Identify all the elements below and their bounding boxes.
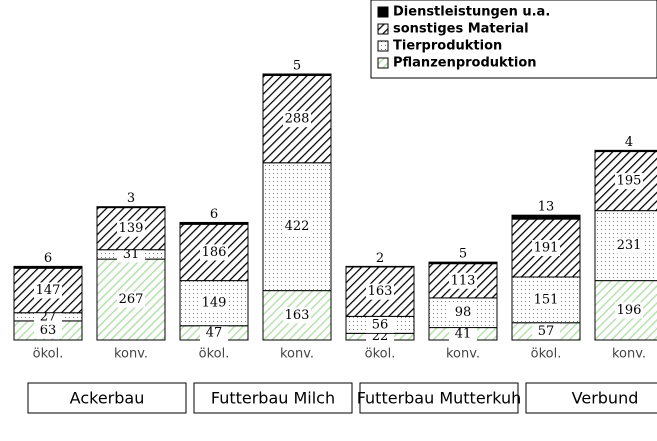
legend-swatch [377,57,389,69]
bar-segment [345,265,415,268]
bar-segment [428,261,498,265]
value-label: 56 [372,317,389,332]
bar-segment [511,214,581,220]
value-label: 267 [119,292,144,307]
value-label: 195 [617,174,642,189]
label-bg [283,218,311,235]
value-label: 147 [36,283,61,298]
legend-label: Pflanzenproduktion [393,56,537,71]
label-bg [615,302,643,319]
value-label: 6 [44,251,52,266]
value-label: 163 [368,284,393,299]
value-label: 163 [285,308,310,323]
label-bg [200,324,228,341]
label-bg [200,244,228,261]
value-label: 63 [40,323,57,338]
label-bg [366,283,394,300]
x-tick-label: ökol. [531,347,562,362]
bar-segment [13,265,83,269]
value-label: 6 [210,207,218,222]
value-label: 31 [123,247,140,262]
label-bg [449,272,477,289]
bar-segment [96,206,166,209]
label-bg [283,111,311,128]
value-label: 41 [455,326,472,341]
bar-segment [594,149,657,153]
x-tick-label: konv. [612,347,646,362]
legend-label: Dienstleistungen u.a. [393,5,550,20]
value-label: 149 [202,296,227,311]
legend-swatch [377,23,389,35]
label-bg [449,325,477,342]
label-bg [615,173,643,190]
label-bg [532,291,560,308]
group-box [359,382,519,414]
value-label: 2 [376,251,384,266]
legend-box [370,0,657,79]
group-label: Futterbau Milch [211,389,335,408]
value-label: 98 [455,305,472,320]
group-box [193,382,353,414]
value-label: 4 [625,135,633,150]
bar-segment [179,221,249,225]
label-bg [532,240,560,257]
legend-swatch [377,40,389,52]
value-label: 191 [534,241,559,256]
value-label: 422 [285,219,310,234]
label-bg [615,237,643,254]
group-label: Futterbau Mutterkuh [357,389,522,408]
value-label: 3 [127,191,135,206]
legend-label: Tierproduktion [393,39,502,54]
legend-swatch [377,6,389,18]
value-label: 57 [538,324,555,339]
group-label: Ackerbau [70,389,145,408]
value-label: 5 [293,59,301,74]
label-bg [366,316,394,333]
bar-segment [96,207,166,251]
value-label: 13 [538,200,555,215]
label-bg [200,295,228,312]
x-tick-label: ökol. [365,347,396,362]
bar-segment [262,73,332,77]
label-bg [117,246,145,263]
legend-label: sonstiges Material [393,22,529,37]
label-bg [34,322,62,339]
group-box [525,382,657,414]
value-label: 113 [451,273,476,288]
label-bg [532,323,560,340]
value-label: 139 [119,221,144,236]
x-tick-label: konv. [446,347,480,362]
value-label: 196 [617,303,642,318]
x-tick-label: konv. [280,347,314,362]
label-bg [117,291,145,308]
x-tick-label: konv. [114,347,148,362]
value-label: 151 [534,292,559,307]
value-label: 288 [285,112,310,127]
x-tick-label: ökol. [199,347,230,362]
value-label: 231 [617,238,642,253]
value-label: 5 [459,247,467,262]
group-box [27,382,187,414]
label-bg [117,220,145,237]
x-tick-label: ökol. [33,347,64,362]
value-label: 47 [206,325,223,340]
group-label: Verbund [572,389,639,408]
label-bg [34,282,62,299]
label-bg [283,307,311,324]
label-bg [449,304,477,321]
value-label: 186 [202,245,227,260]
